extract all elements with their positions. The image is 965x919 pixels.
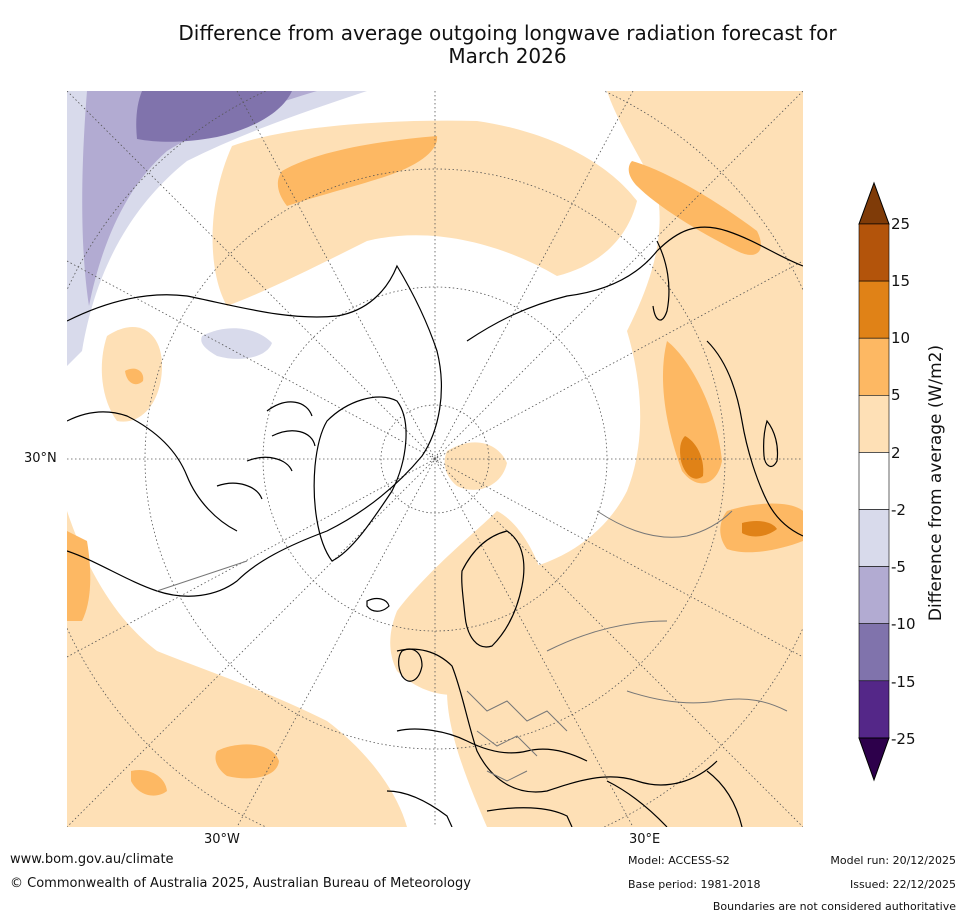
colorbar-tick-neg2: -2 <box>891 501 906 519</box>
pos-anomaly-pacific-core <box>277 136 438 206</box>
coastline-eurasia-arctic <box>466 226 803 342</box>
neg-anomaly-nw-mid <box>82 91 317 306</box>
coastline-africa <box>386 790 573 827</box>
meridian-a <box>236 91 634 827</box>
colorbar-tick-10: 10 <box>891 329 911 347</box>
coastline-uk <box>398 648 423 682</box>
pos-anomaly-west-edge <box>67 531 91 621</box>
coastline-scandinavia <box>461 530 525 648</box>
coastline-india <box>706 770 743 827</box>
colorbar-tick-25: 25 <box>891 215 911 233</box>
footer-model-run: Model run: 20/12/2025 <box>830 854 956 867</box>
footer-issued: Issued: 22/12/2025 <box>849 878 956 891</box>
pos-anomaly-mid-pacific <box>131 769 167 796</box>
colorbar-top-extension <box>858 181 890 225</box>
graticule <box>67 91 803 827</box>
neg-anomaly-canada <box>201 328 272 359</box>
colorbar-tick-neg10: -10 <box>891 615 916 633</box>
colorbar-band-1 <box>858 280 890 339</box>
coastline-japan <box>763 419 779 468</box>
chart-title: Difference from average outgoing longwav… <box>140 22 875 68</box>
coastline-east-asia <box>706 340 803 537</box>
colorbar-tick-5: 5 <box>891 386 901 404</box>
border-canada-usa <box>156 560 248 592</box>
footer-website[interactable]: www.bom.gov.au/climate <box>10 852 174 867</box>
colorbar-tick-neg15: -15 <box>891 673 916 691</box>
coastline-kamchatka <box>652 240 670 321</box>
colorbar-tick-2: 2 <box>891 444 901 462</box>
pos-anomaly-china-hotspot <box>742 521 777 537</box>
parallel-80n <box>380 404 490 514</box>
pos-anomaly-asia <box>447 91 803 827</box>
colorbar-band-3 <box>858 395 890 453</box>
coastline-europe <box>396 648 718 793</box>
colorbar-band-4 <box>858 452 890 510</box>
colorbar-band-2 <box>858 337 890 396</box>
colorbar-tick-neg5: -5 <box>891 558 906 576</box>
coastline-mediterranean <box>396 728 588 762</box>
pos-anomaly-pacific-west <box>67 511 407 827</box>
pos-anomaly-greenland-sea <box>444 442 507 490</box>
colorbar-band-8 <box>858 680 890 739</box>
polar-map-svg <box>67 91 803 827</box>
pos-anomaly-asia-hotspot <box>680 436 704 479</box>
country-borders <box>156 510 788 782</box>
colorbar-tick-neg25: -25 <box>891 730 916 748</box>
border-central-asia <box>626 690 788 712</box>
coastline-canadian-archipelago <box>216 401 316 500</box>
coastline-iceland <box>366 597 390 612</box>
lon-label-30w: 30°W <box>204 832 240 847</box>
lat-label-30n: 30°N <box>24 451 57 466</box>
border-russia-kazakhstan <box>546 620 668 652</box>
neg-anomaly-nw-dark <box>136 91 292 142</box>
title-line-2: March 2026 <box>448 44 567 68</box>
coastline-greenland <box>313 396 407 562</box>
pos-anomaly-east-asia-core <box>662 341 722 484</box>
colorbar-bottom-extension <box>858 737 890 782</box>
footer-copyright: © Commonwealth of Australia 2025, Austra… <box>10 876 471 891</box>
pos-anomaly-europe <box>390 511 547 695</box>
colorbar-tick-15: 15 <box>891 272 911 290</box>
colorbar-label: Difference from average (W/m2) <box>926 344 946 622</box>
meridian-b <box>236 91 634 827</box>
pos-anomaly-atlantic-small <box>125 368 144 385</box>
colorbar-band-7 <box>858 623 890 682</box>
coastline-north-america <box>67 264 442 597</box>
border-russia-china <box>596 510 733 538</box>
pos-anomaly-south-pacific <box>215 744 279 779</box>
meridian-c <box>67 260 803 658</box>
border-europe-grid <box>466 690 568 782</box>
meridian-135-315 <box>67 91 803 827</box>
colorbar-svg <box>858 181 890 782</box>
meridian-d <box>67 260 803 658</box>
colorbar-band-6 <box>858 566 890 625</box>
coastline-alaska <box>67 411 238 532</box>
coastline-middle-east <box>606 780 668 827</box>
footer-model: Model: ACCESS-S2 <box>628 854 730 867</box>
footer-base-period: Base period: 1981-2018 <box>628 878 761 891</box>
parallel-45n <box>144 168 726 750</box>
anomaly-shading <box>67 91 803 827</box>
polar-map <box>67 91 803 827</box>
title-line-1: Difference from average outgoing longwav… <box>178 21 837 45</box>
colorbar-band-5 <box>858 509 890 567</box>
colorbar-band-0 <box>858 223 890 282</box>
footer-disclaimer: Boundaries are not considered authoritat… <box>712 900 956 913</box>
lon-label-30e: 30°E <box>629 832 661 847</box>
colorbar-bands <box>858 223 890 739</box>
coastlines <box>67 226 803 827</box>
colorbar <box>852 180 962 790</box>
